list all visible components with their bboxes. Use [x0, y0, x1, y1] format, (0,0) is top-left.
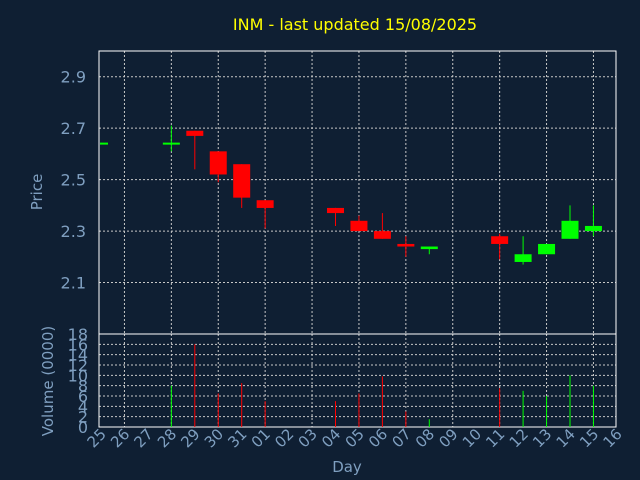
price-axis-label: Price	[28, 174, 46, 211]
price-tick-label: 2.5	[61, 171, 86, 190]
volume-tick-label: 0	[78, 418, 88, 437]
volume-tick-label: 8	[78, 377, 88, 396]
price-tick-label: 2.9	[61, 68, 86, 87]
candle-body	[100, 142, 108, 145]
volume-bars	[170, 344, 594, 427]
volume-tick-label: 6	[78, 387, 88, 406]
price-tick-label: 2.1	[61, 274, 86, 293]
volume-tick-label: 12	[68, 356, 88, 375]
volume-panel-frame	[98, 333, 617, 428]
candles	[100, 125, 602, 265]
candle-body	[584, 225, 602, 232]
candle-body	[256, 200, 274, 208]
x-tick-labels: 2526272829303101020304050607080910111213…	[84, 425, 626, 451]
volume-tick-label: 4	[78, 397, 88, 416]
candle-body	[373, 231, 391, 239]
candle-body	[233, 164, 251, 198]
candle-body	[491, 236, 509, 244]
candle-body	[420, 246, 438, 250]
candle-body	[538, 243, 556, 255]
x-axis-label: Day	[332, 458, 362, 476]
price-tick-label: 2.7	[61, 119, 86, 138]
chart-title: INM - last updated 15/08/2025	[233, 15, 477, 34]
candle-body	[514, 254, 532, 262]
candle-body	[209, 151, 227, 175]
price-tick-labels: 2.1 2.3 2.5 2.7 2.9	[61, 68, 86, 293]
candle-body	[397, 243, 415, 247]
price-grid	[99, 51, 616, 334]
volume-tick-label: 14	[68, 346, 88, 365]
candle-body	[162, 142, 180, 145]
volume-axis-label: Volume (0000)	[39, 326, 57, 436]
candle-body	[186, 130, 204, 136]
price-tick-label: 2.3	[61, 222, 86, 241]
candle-body	[350, 220, 368, 232]
volume-tick-label: 10	[68, 366, 88, 385]
volume-tick-label: 18	[68, 325, 88, 344]
volume-tick-label: 16	[68, 335, 88, 354]
candle-body	[327, 207, 344, 214]
volume-tick-label: 2	[78, 408, 88, 427]
candle-body	[561, 220, 579, 239]
